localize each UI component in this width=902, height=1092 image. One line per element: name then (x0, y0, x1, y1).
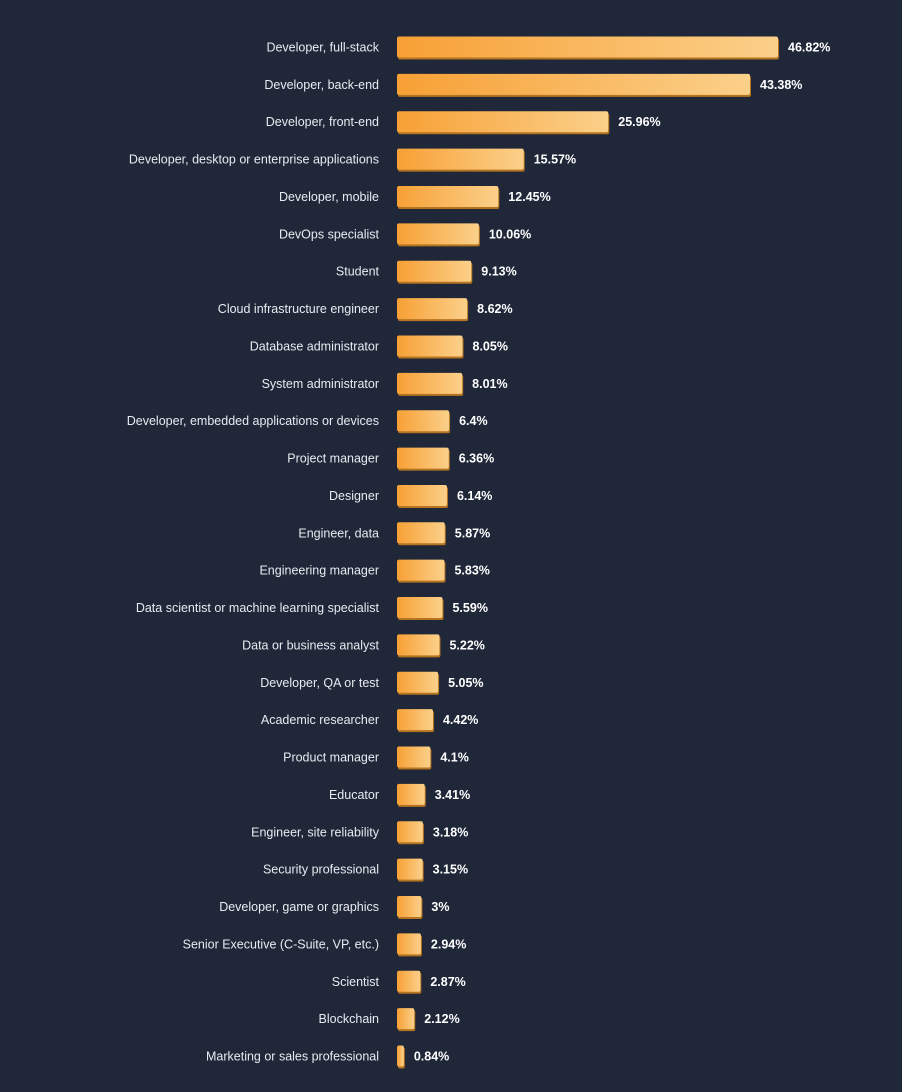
value-label: 2.94% (431, 937, 466, 951)
bar[interactable] (397, 709, 433, 731)
value-label: 3.15% (433, 863, 468, 877)
bar[interactable] (397, 447, 449, 469)
bar[interactable] (397, 821, 423, 843)
bar[interactable] (397, 634, 440, 656)
bar[interactable] (397, 783, 425, 805)
bar[interactable] (397, 185, 499, 207)
category-label: Marketing or sales professional (206, 1049, 379, 1063)
value-label: 6.14% (457, 489, 492, 503)
value-label: 5.22% (449, 638, 484, 652)
bar[interactable] (397, 410, 450, 432)
bar[interactable] (397, 970, 421, 992)
category-label: Product manager (283, 751, 379, 765)
bar[interactable] (397, 858, 423, 880)
value-label: 2.87% (430, 975, 465, 989)
value-label: 10.06% (489, 227, 531, 241)
category-label: Academic researcher (261, 713, 379, 727)
category-label: Developer, game or graphics (219, 900, 379, 914)
value-label: 4.42% (443, 713, 478, 727)
bars-group: Developer, full-stack 46.82% Developer, ba… (127, 36, 830, 1069)
bar[interactable] (397, 260, 472, 282)
category-label: Developer, QA or test (260, 676, 379, 690)
value-label: 8.01% (472, 377, 507, 391)
value-label: 5.59% (452, 601, 487, 615)
value-label: 3.41% (435, 788, 470, 802)
bar[interactable] (397, 335, 463, 357)
bar[interactable] (397, 559, 445, 581)
value-label: 6.4% (459, 414, 488, 428)
value-label: 46.82% (788, 41, 830, 55)
value-label: 3% (431, 900, 449, 914)
bar[interactable] (397, 896, 422, 918)
category-label: Designer (329, 489, 379, 503)
value-label: 5.83% (454, 564, 489, 578)
value-label: 9.13% (481, 265, 516, 279)
bar[interactable] (397, 73, 751, 95)
bar[interactable] (397, 148, 524, 170)
bar[interactable] (397, 372, 463, 394)
bar[interactable] (397, 111, 609, 133)
category-label: Database administrator (250, 339, 379, 353)
category-label: Security professional (263, 863, 379, 877)
value-label: 6.36% (459, 452, 494, 466)
category-label: Cloud infrastructure engineer (218, 302, 379, 316)
category-label: Data or business analyst (242, 638, 379, 652)
category-label: Developer, front-end (266, 115, 379, 129)
category-label: Project manager (287, 452, 379, 466)
bar[interactable] (397, 223, 479, 245)
bar[interactable] (397, 36, 778, 58)
value-label: 43.38% (760, 78, 802, 92)
category-label: System administrator (262, 377, 379, 391)
value-label: 2.12% (424, 1012, 459, 1026)
category-label: Student (336, 265, 380, 279)
category-label: Engineer, data (298, 526, 379, 540)
bar[interactable] (397, 298, 468, 320)
value-label: 15.57% (534, 153, 576, 167)
bar[interactable] (397, 1008, 415, 1030)
value-label: 12.45% (508, 190, 550, 204)
category-label: Scientist (332, 975, 380, 989)
value-label: 8.62% (477, 302, 512, 316)
category-label: Developer, back-end (264, 78, 379, 92)
category-label: DevOps specialist (279, 227, 380, 241)
category-label: Developer, mobile (279, 190, 379, 204)
category-label: Senior Executive (C-Suite, VP, etc.) (183, 937, 379, 951)
bar[interactable] (397, 484, 447, 506)
value-label: 5.87% (455, 526, 490, 540)
category-label: Data scientist or machine learning speci… (136, 601, 380, 615)
category-label: Blockchain (319, 1012, 379, 1026)
value-label: 0.84% (414, 1049, 449, 1063)
bar[interactable] (397, 1045, 404, 1067)
category-label: Developer, full-stack (266, 41, 379, 55)
category-label: Engineering manager (259, 564, 379, 578)
category-label: Developer, embedded applications or devi… (127, 414, 379, 428)
bar[interactable] (397, 746, 431, 768)
bar[interactable] (397, 671, 439, 693)
category-label: Developer, desktop or enterprise applica… (129, 153, 379, 167)
category-label: Educator (329, 788, 379, 802)
bar[interactable] (397, 522, 445, 544)
value-label: 4.1% (440, 751, 469, 765)
value-label: 5.05% (448, 676, 483, 690)
value-label: 25.96% (618, 115, 660, 129)
value-label: 8.05% (473, 339, 508, 353)
category-label: Engineer, site reliability (251, 825, 380, 839)
value-label: 3.18% (433, 825, 468, 839)
bar[interactable] (397, 597, 443, 619)
bar[interactable] (397, 933, 421, 955)
